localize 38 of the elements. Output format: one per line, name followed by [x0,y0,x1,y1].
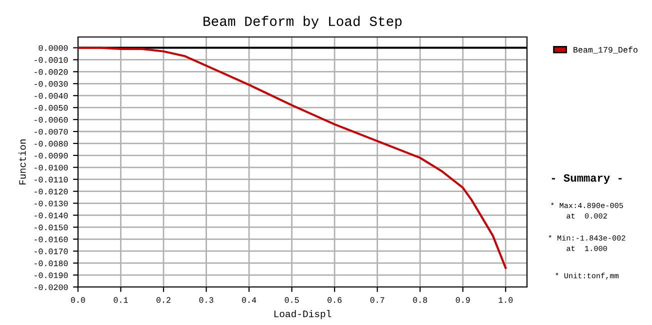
y-tick-label: -0.0200 [34,284,68,290]
y-tick-label: -0.0040 [34,93,68,99]
x-axis-title: Load-Displ [274,310,332,320]
x-tick-label: 0.1 [114,297,128,303]
y-tick-label: -0.0090 [34,152,68,159]
y-tick-label: -0.0080 [34,140,68,147]
y-axis-title: Function [18,140,26,184]
y-tick-label: -0.0120 [34,188,68,194]
x-tick-label: 1.0 [498,297,513,303]
y-tick-label: -0.0110 [34,176,68,182]
y-tick-label: -0.0050 [34,105,68,111]
y-tick-label: -0.0170 [34,248,68,254]
x-tick-label: 0.3 [199,297,214,303]
x-tick-label: 0.9 [456,297,470,303]
x-tick-label: 0.2 [156,297,170,303]
x-tick-label: 0.5 [284,297,299,303]
line-series [78,46,507,269]
x-tick-label: 0.0 [71,297,85,303]
chart-title: Beam Deform by Load Step [204,16,402,29]
y-tick-label: 0.0000 [38,45,68,51]
x-tick-label: 0.7 [370,297,384,303]
x-tick-label: 0.8 [413,297,428,303]
y-tick-label: -0.0060 [34,116,68,123]
y-tick-label: -0.0130 [34,200,68,206]
y-tick-label: -0.0020 [34,69,68,75]
text: - Summary - [552,174,622,184]
y-tick-label: -0.0010 [34,57,68,63]
y-tick-label: -0.0030 [34,81,68,87]
y-tick-label: -0.0180 [34,260,68,266]
x-tick-label: 0.6 [328,297,342,303]
y-tick-label: -0.0150 [34,224,68,230]
x-tick-label: 0.4 [242,297,256,303]
y-tick-label: -0.0100 [34,164,68,170]
y-tick-label: -0.0190 [34,272,68,278]
y-tick-label: -0.0160 [34,236,68,242]
legend-label: Beam_179_Defo [574,46,638,54]
y-tick-label: -0.0140 [34,212,68,218]
y-tick-label: -0.0070 [34,128,68,135]
